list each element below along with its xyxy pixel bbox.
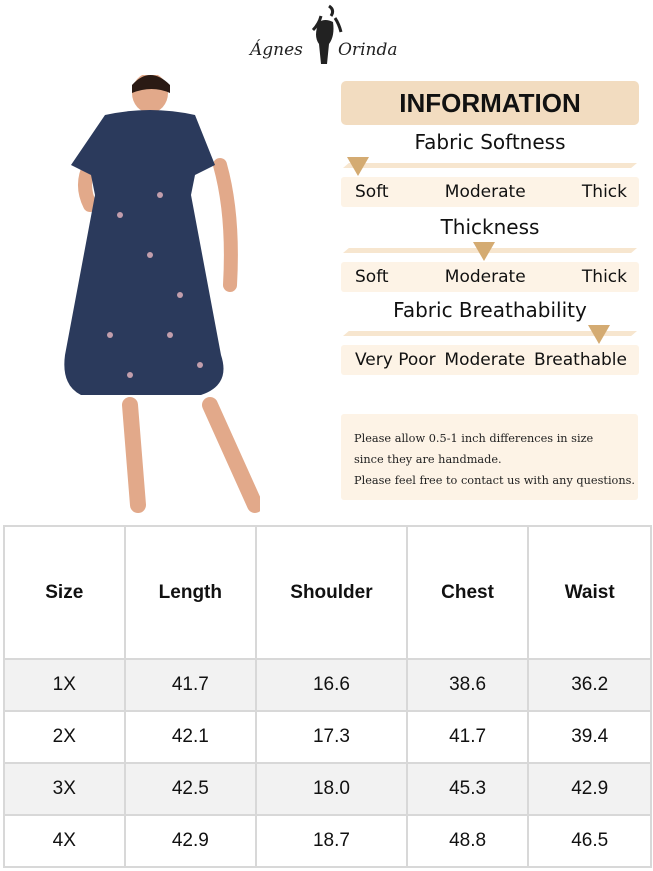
cell: 42.9 (527, 762, 652, 816)
brand-logo: Ágnes Orinda (250, 2, 400, 68)
model-photo (64, 75, 260, 513)
scale-label: Moderate (444, 350, 526, 370)
cell: 45.3 (405, 762, 530, 816)
table-row: 1X 41.7 16.6 38.6 36.2 (3, 658, 652, 712)
size-note: Please allow 0.5-1 inch differences in s… (341, 414, 638, 500)
header-chest: Chest (405, 525, 530, 660)
scale-label: Very Poor (355, 350, 436, 370)
scale-labels-breathability: Very Poor Moderate Breathable (341, 345, 639, 375)
cell: 38.6 (405, 658, 530, 712)
scale-title-softness: Fabric Softness (414, 130, 566, 154)
cell: 41.7 (123, 658, 258, 712)
scale-marker-breathability (587, 325, 610, 344)
cell: 46.5 (527, 814, 652, 868)
scale-label: Thick (581, 182, 627, 202)
cell: 18.0 (255, 762, 408, 816)
silhouette-icon (311, 4, 343, 64)
note-line: since they are handmade. (354, 453, 502, 466)
scale-label: Moderate (444, 182, 526, 202)
cell: 17.3 (255, 710, 408, 764)
table-row: 4X 42.9 18.7 48.8 46.5 (3, 814, 652, 868)
cell: 41.7 (405, 710, 530, 764)
info-title: INFORMATION (341, 81, 639, 125)
cell: 42.9 (123, 814, 258, 868)
cell: 3X (3, 762, 126, 816)
header-length: Length (123, 525, 258, 660)
scale-bar-softness (343, 163, 637, 168)
cell: 42.5 (123, 762, 258, 816)
table-header-row: Size Length Shoulder Chest Waist (3, 525, 652, 660)
cell: 2X (3, 710, 126, 764)
table-row: 3X 42.5 18.0 45.3 42.9 (3, 762, 652, 816)
scale-label: Moderate (444, 267, 526, 287)
scale-marker-softness (346, 157, 369, 176)
scale-labels-thickness: Soft Moderate Thick (341, 262, 639, 292)
scale-labels-softness: Soft Moderate Thick (341, 177, 639, 207)
cell: 39.4 (527, 710, 652, 764)
logo-text-left: Ágnes (250, 40, 303, 60)
cell: 48.8 (405, 814, 530, 868)
scale-label: Thick (581, 267, 627, 287)
cell: 36.2 (527, 658, 652, 712)
scale-title-breathability: Fabric Breathability (393, 298, 587, 322)
cell: 4X (3, 814, 126, 868)
scale-title-thickness: Thickness (440, 215, 540, 239)
scale-label: Soft (355, 267, 389, 287)
logo-text-right: Orinda (338, 40, 398, 60)
header-shoulder: Shoulder (255, 525, 408, 660)
scale-label: Soft (355, 182, 389, 202)
cell: 1X (3, 658, 126, 712)
note-line: Please feel free to contact us with any … (354, 474, 636, 487)
scale-marker-thickness (473, 242, 496, 261)
scale-label: Breathable (534, 350, 627, 370)
scale-bar-breathability (343, 331, 637, 336)
note-line: Please allow 0.5-1 inch differences in s… (354, 432, 594, 445)
header-size: Size (3, 525, 126, 660)
cell: 42.1 (123, 710, 258, 764)
cell: 16.6 (255, 658, 408, 712)
cell: 18.7 (255, 814, 408, 868)
table-row: 2X 42.1 17.3 41.7 39.4 (3, 710, 652, 764)
size-chart-table: Size Length Shoulder Chest Waist 1X 41.7 1… (3, 525, 652, 868)
header-waist: Waist (527, 525, 652, 660)
